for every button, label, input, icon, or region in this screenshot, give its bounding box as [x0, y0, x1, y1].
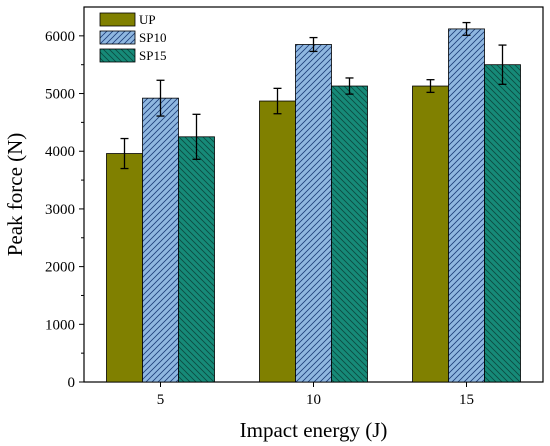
y-tick-label-5000: 5000: [45, 87, 75, 103]
x-tick-label-5: 5: [157, 392, 165, 408]
y-tick-label-4000: 4000: [45, 144, 75, 160]
bar-sp15-15: [484, 64, 521, 383]
error-bar-up-10: [273, 87, 282, 115]
bar-up-10: [259, 100, 296, 383]
y-tick-label-0: 0: [68, 375, 76, 391]
error-bar-up-5: [120, 137, 129, 170]
x-axis-title: Impact energy (J): [240, 418, 388, 442]
bar-up-5: [106, 153, 143, 383]
legend-item-sp15: SP15: [99, 48, 166, 63]
legend-label-sp10: SP10: [139, 30, 166, 45]
bar-sp10-15: [448, 28, 485, 383]
bar-sp15-10: [331, 85, 368, 383]
legend-item-sp10: SP10: [99, 30, 166, 45]
y-tick-label-6000: 6000: [45, 29, 75, 45]
legend-label-sp15: SP15: [139, 48, 166, 63]
y-tick-label-1000: 1000: [45, 317, 75, 333]
error-bar-sp10-10: [309, 36, 318, 53]
y-axis-title: Peak force (N): [3, 133, 27, 257]
y-tick-label-3000: 3000: [45, 202, 75, 218]
error-bar-sp15-5: [192, 113, 201, 160]
legend-swatch-sp10: [99, 30, 136, 45]
bars-layer: [106, 28, 521, 383]
y-tick-label-2000: 2000: [45, 260, 75, 276]
legend-item-up: UP: [99, 12, 156, 27]
bar-sp10-5: [142, 97, 179, 383]
error-bar-sp15-10: [345, 77, 354, 95]
bar-sp10-10: [295, 44, 332, 383]
error-bar-sp15-15: [498, 44, 507, 85]
bar-up-15: [412, 85, 449, 383]
error-bar-up-15: [426, 79, 435, 94]
x-tick-label-10: 10: [306, 392, 321, 408]
x-tick-label-15: 15: [459, 392, 474, 408]
error-bar-sp10-15: [462, 21, 471, 36]
x-axis: 5 10 15: [157, 382, 474, 408]
legend: UP SP10 SP15: [99, 12, 166, 63]
legend-swatch-sp15: [99, 48, 136, 63]
error-bars-layer: [120, 21, 507, 170]
y-axis: 0 1000 2000 3000 4000 5000 6000: [45, 29, 84, 391]
bar-sp15-5: [178, 136, 215, 383]
legend-label-up: UP: [139, 12, 156, 27]
legend-swatch-up: [99, 12, 136, 27]
error-bar-sp10-5: [156, 79, 165, 117]
